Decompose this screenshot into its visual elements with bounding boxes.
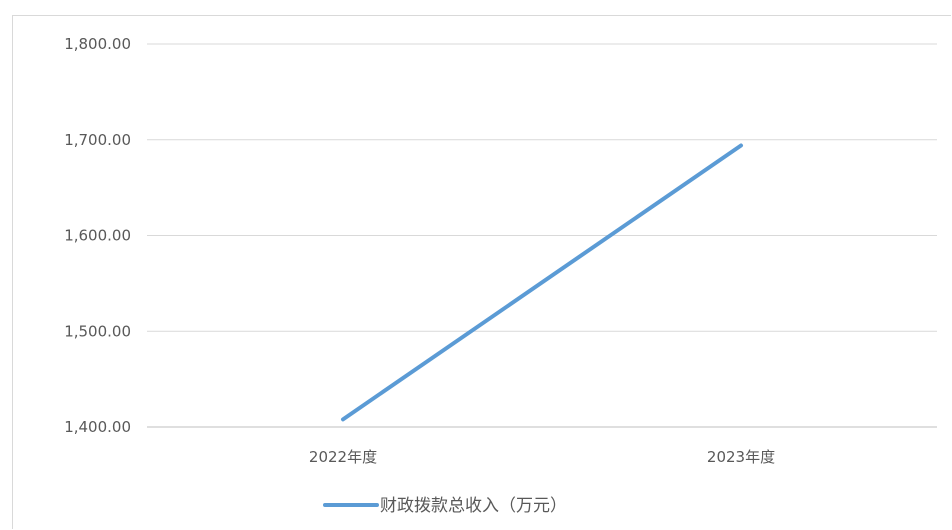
series-lines — [341, 143, 743, 422]
series-line — [341, 143, 743, 422]
x-tick-label: 2023年度 — [707, 448, 775, 466]
y-axis-tick-labels: 1,400.00 1,500.00 1,600.00 1,700.00 1,800.00 — [64, 35, 131, 436]
gridlines — [147, 43, 937, 428]
y-tick-label: 1,700.00 — [64, 131, 131, 149]
chart-frame — [12, 15, 951, 529]
y-tick-label: 1,500.00 — [64, 322, 131, 340]
y-tick-label: 1,600.00 — [64, 227, 131, 245]
y-tick-label: 1,400.00 — [64, 418, 131, 436]
legend-label: 财政拨款总收入（万元） — [380, 496, 567, 516]
legend: 财政拨款总收入（万元） — [323, 496, 567, 516]
y-tick-label: 1,800.00 — [64, 35, 131, 53]
x-axis-tick-labels: 2022年度 2023年度 — [309, 448, 775, 466]
x-tick-label: 2022年度 — [309, 448, 377, 466]
